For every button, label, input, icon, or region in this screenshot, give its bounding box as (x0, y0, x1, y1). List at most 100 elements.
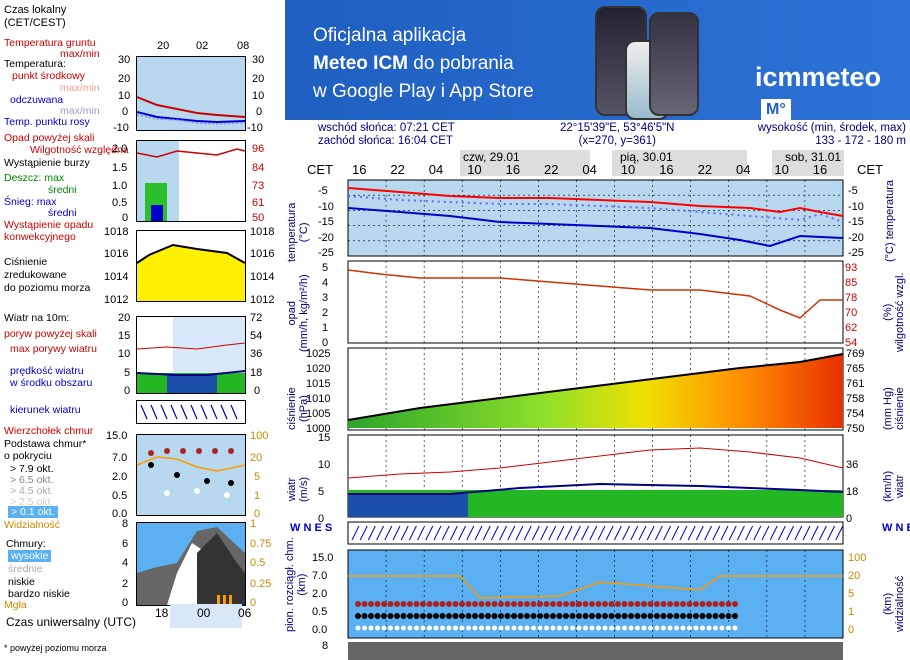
soil-maxmin-label: max/min (60, 48, 100, 60)
legend-wind-arrows (136, 400, 246, 424)
vis-tick: 100 (848, 552, 867, 564)
legend-hum-tick: 84 (252, 162, 265, 174)
wind-speed-label: prędkość wiatru w środku obszaru (10, 365, 93, 389)
app-promo-banner[interactable]: Oficjalna aplikacja Meteo ICM do pobrani… (285, 0, 910, 121)
cloud-right-label: (km) widzialność (882, 575, 906, 632)
sunset-text: zachód słońca: 16:04 CET (318, 135, 453, 147)
legend-temp-tick: 10 (118, 90, 131, 102)
banner-line1: Oficjalna aplikacja (313, 25, 467, 46)
humidity-label: Wilgotność względna (30, 144, 129, 156)
legend-cl-tick: 4 (122, 557, 129, 569)
press-tick: 1020 (306, 363, 331, 375)
temp-tick-right: -20 (848, 231, 864, 244)
hour-tick: 04 (428, 162, 444, 177)
legend-wind-mini-chart (136, 316, 246, 394)
precip-tick: 3 (322, 292, 329, 304)
legend-temp-tick-right: -10 (247, 122, 263, 134)
hum-tick: 54 (845, 337, 858, 349)
utc-night-band (170, 604, 242, 628)
clouds-panel (348, 642, 843, 660)
height-label-text: wysokość (min, środek, max) (757, 122, 906, 134)
legend-cl-tick: 8 (122, 518, 129, 530)
vis-tick: 1 (848, 606, 855, 618)
legend-temp-tick-right: 0 (256, 106, 263, 118)
press-mm-tick: 754 (846, 408, 865, 420)
legend-wind-tick: 20 (118, 312, 131, 324)
cloud-left-label: pion. rozciągł. chm. (km) (284, 537, 308, 632)
precip-tick: 0 (322, 337, 329, 349)
footnote: * powyżej poziomu morza (4, 643, 107, 653)
legend-precip-tick: 0 (122, 212, 129, 224)
legend-press-tick: 1012 (104, 294, 129, 306)
wind-dir-panel (347, 521, 844, 545)
legend-hum-tick: 50 (252, 212, 265, 224)
precip-tick: 2 (322, 307, 329, 319)
legend-cl-right-tick: 0.75 (250, 538, 272, 550)
legend-precip-tick: 2.0 (112, 143, 128, 155)
hum-tick: 85 (845, 277, 858, 289)
temp-tick: -25 (318, 247, 334, 259)
legend-precip-mini-chart (136, 140, 246, 222)
okt-5: > 0.1 okt. (8, 506, 58, 518)
wind-fill (348, 490, 843, 517)
banner-line2-rest: do pobrania (408, 53, 514, 74)
temp-tick: -5 (318, 185, 328, 197)
press-tick: 1000 (306, 423, 331, 435)
legend-clouds-mini-chart (136, 522, 246, 606)
fog-label: Mgła (4, 599, 27, 611)
legend-temp-tick-right: 10 (252, 90, 265, 102)
legend-hum-tick: 96 (252, 143, 265, 155)
visibility-label: Widzialność (4, 519, 61, 531)
precip-left-label: opad (mm/h, kg/m²/h) (286, 274, 310, 352)
clouds-very-low-label: bardzo niskie (8, 588, 70, 600)
convective-label: Wystąpienie opadu konwekcyjnego (4, 219, 94, 243)
temp-panel (347, 179, 844, 257)
legend-vis-tick: 1 (254, 490, 261, 502)
max-gust-label: max porywy wiatru (10, 343, 97, 355)
cloud-tick: 0.5 (312, 606, 328, 618)
hour-tick: 04 (582, 162, 597, 177)
press-tick: 1015 (306, 378, 331, 390)
legend-cl-right-tick: 0.5 (250, 557, 266, 569)
legend-wind-tick: 10 (118, 348, 131, 360)
hum-tick: 62 (845, 322, 858, 334)
soil-temp-label: Temperatura gruntu (4, 37, 96, 49)
okt-1: > 7.9 okt. (10, 463, 54, 475)
legend-vis-tick: 100 (250, 430, 269, 442)
maxmin-label-2: max/min (60, 105, 100, 117)
press-mm-tick: 769 (846, 348, 865, 360)
hum-tick: 93 (845, 262, 858, 274)
precip-over-scale-label: Opad powyżej skali (4, 132, 95, 144)
hour-tick: 10 (620, 162, 636, 177)
clouds-low-label: niskie (8, 576, 35, 588)
legend-wind-kmh-tick: 72 (250, 312, 263, 324)
clouds-label: Chmury: (6, 538, 46, 550)
okt-4: > 2.5 okt. (10, 496, 54, 508)
legend-temp-tick: 20 (118, 73, 131, 85)
legend-cloud-tick: 2.0 (112, 471, 128, 483)
coords-text: 22°15'39"E, 53°46'5"N (560, 122, 675, 134)
cloud-top-label: Wierzchołek chmur (4, 425, 94, 437)
legend-precip-tick: 1.5 (112, 162, 128, 174)
legend-temp-tick-right: 20 (252, 73, 265, 85)
hum-tick: 70 (845, 307, 858, 319)
day-label-1: czw, 29.01 (463, 150, 520, 164)
maxmin-label-1: max/min (60, 82, 100, 94)
utc-label: Czas uniwersalny (UTC) (6, 615, 137, 629)
snow-avg-label: średni (48, 207, 77, 219)
temp-tick: -15 (318, 216, 334, 228)
legend-press-tick-right: 1014 (250, 271, 275, 283)
wind-tick: 0 (318, 513, 325, 525)
wind-tick: 5 (318, 486, 325, 498)
temp-tick: -10 (318, 200, 334, 213)
press-tick: 1025 (306, 348, 331, 360)
legend-cloud-tick: 15.0 (106, 430, 128, 442)
day-band-1 (460, 150, 590, 176)
precip-tick: 1 (322, 322, 329, 334)
legend-cl-right-tick: 1 (250, 518, 257, 530)
precip-tick: 5 (322, 262, 329, 274)
rain-max-label: Deszcz: max (4, 172, 65, 184)
rain-avg-label: średni (48, 184, 77, 196)
okt-3: > 4.5 okt. (10, 485, 54, 497)
hour-tick: 16 (812, 162, 828, 177)
